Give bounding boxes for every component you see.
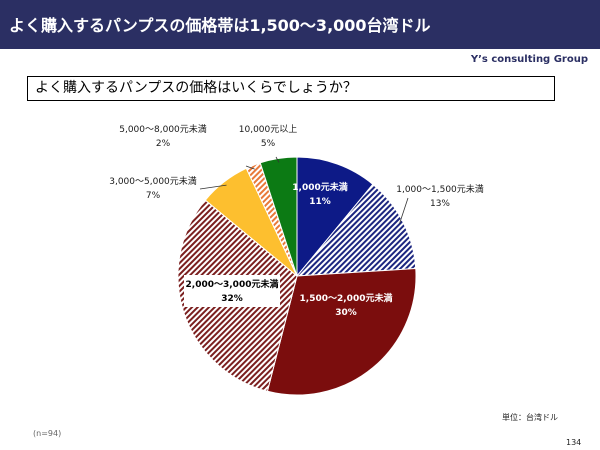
page-title: よく購入するパンプスの価格帯は1,500～3,000台湾ドル	[9, 16, 431, 35]
pie-slice-1	[296, 156, 374, 278]
leader-line-2	[399, 197, 409, 224]
chart-title: よく購入するパンプスの価格はいくらでしょうか？	[27, 76, 555, 101]
header-bar: よく購入するパンプスの価格帯は1,500～3,000台湾ドル	[0, 0, 600, 49]
brand-label: Y’s consulting Group	[470, 54, 588, 65]
sample-size-note: (n=94)	[33, 429, 62, 438]
slice-percent-2: 13%	[430, 199, 450, 209]
slice-label-7: 10,000元以上	[239, 124, 298, 135]
leader-lines	[199, 156, 409, 224]
slice-labels: 1,000元未満 11% 1,000～1,500元未満 13% 1,500～2,000元…	[109, 123, 484, 318]
leader-line-6	[245, 165, 255, 170]
slice-percent-4: 32%	[221, 294, 243, 304]
slice-label-5: 3,000～5,000元未満	[109, 175, 197, 187]
slice-percent-1: 11%	[309, 197, 331, 207]
pie-slices	[177, 156, 417, 396]
unit-note: 単位：台湾ドル	[502, 413, 558, 422]
slice-label-3: 1,500～2,000元未満	[300, 292, 393, 304]
slice-percent-6: 2%	[156, 139, 171, 149]
slice-label-2: 1,000～1,500元未満	[396, 183, 484, 195]
slice-percent-7: 5%	[261, 139, 276, 149]
page-number: 134	[566, 438, 582, 447]
slice-label-1: 1,000元未満	[292, 181, 347, 193]
slice-percent-5: 7%	[146, 191, 161, 201]
pie-slice-3	[266, 267, 417, 396]
slice-label-4: 2,000～3,000元未満	[186, 278, 279, 290]
leader-line-7	[275, 156, 280, 163]
label-box-4	[184, 275, 280, 307]
pie-slice-7	[259, 156, 298, 277]
leader-line-5	[199, 184, 227, 190]
slice-percent-3: 30%	[335, 308, 357, 318]
slice-label-6: 5,000～8,000元未満	[119, 123, 207, 135]
pie-slice-2	[295, 183, 417, 277]
